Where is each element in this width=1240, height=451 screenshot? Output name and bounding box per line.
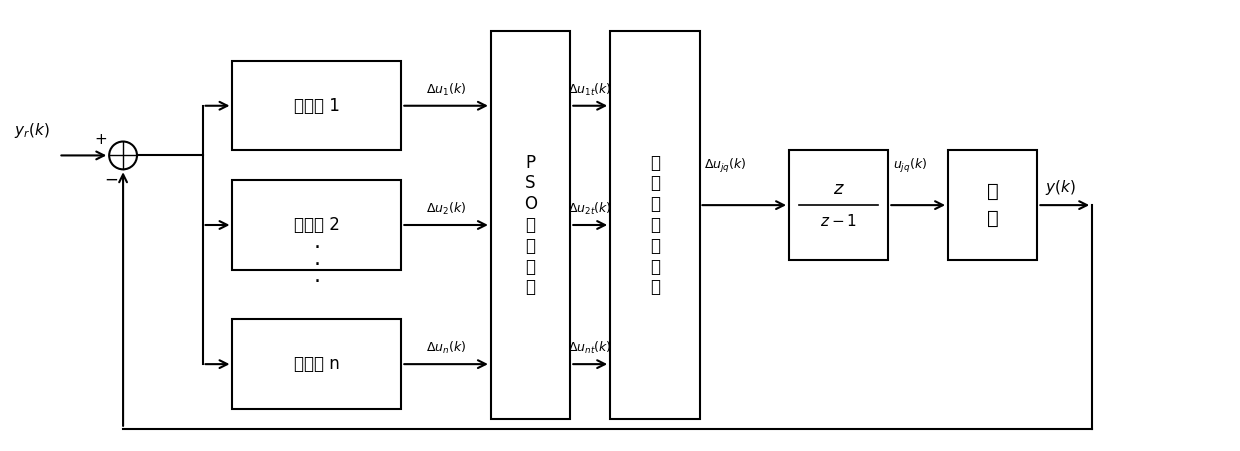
Text: $\Delta u_{jq}(k)$: $\Delta u_{jq}(k)$	[704, 157, 748, 175]
Bar	[232, 61, 402, 151]
Bar	[232, 319, 402, 409]
Text: $z$: $z$	[833, 180, 844, 198]
Text: $y(k)$: $y(k)$	[1045, 178, 1076, 197]
Bar	[610, 31, 699, 419]
Text: 对
象: 对 象	[987, 182, 998, 228]
Text: $z-1$: $z-1$	[820, 213, 857, 229]
Bar	[947, 151, 1038, 260]
Text: $\Delta u_{1t}(k)$: $\Delta u_{1t}(k)$	[568, 82, 613, 98]
Text: $\Delta u_{nt}(k)$: $\Delta u_{nt}(k)$	[568, 340, 613, 356]
Text: ·
·
·: · · ·	[314, 238, 320, 291]
Text: $\Delta u_1(k)$: $\Delta u_1(k)$	[425, 82, 466, 98]
Bar	[491, 31, 570, 419]
Text: $\Delta u_n(k)$: $\Delta u_n(k)$	[425, 340, 466, 356]
Text: $y_r(k)$: $y_r(k)$	[14, 121, 50, 140]
Bar	[232, 180, 402, 270]
Bar	[789, 151, 888, 260]
Text: 改
进
贝
叶
斯
加
权: 改 进 贝 叶 斯 加 权	[650, 154, 660, 296]
Text: +: +	[94, 132, 108, 147]
Text: −: −	[104, 170, 118, 188]
Text: 控制器 n: 控制器 n	[294, 355, 340, 373]
Text: $\Delta u_2(k)$: $\Delta u_2(k)$	[425, 201, 466, 217]
Text: 控制器 2: 控制器 2	[294, 216, 340, 234]
Text: $u_{jq}(k)$: $u_{jq}(k)$	[893, 157, 928, 175]
Text: P
S
O
智
能
寻
优: P S O 智 能 寻 优	[525, 154, 537, 296]
Text: $\Delta u_{2t}(k)$: $\Delta u_{2t}(k)$	[568, 201, 613, 217]
Text: 控制器 1: 控制器 1	[294, 97, 340, 115]
